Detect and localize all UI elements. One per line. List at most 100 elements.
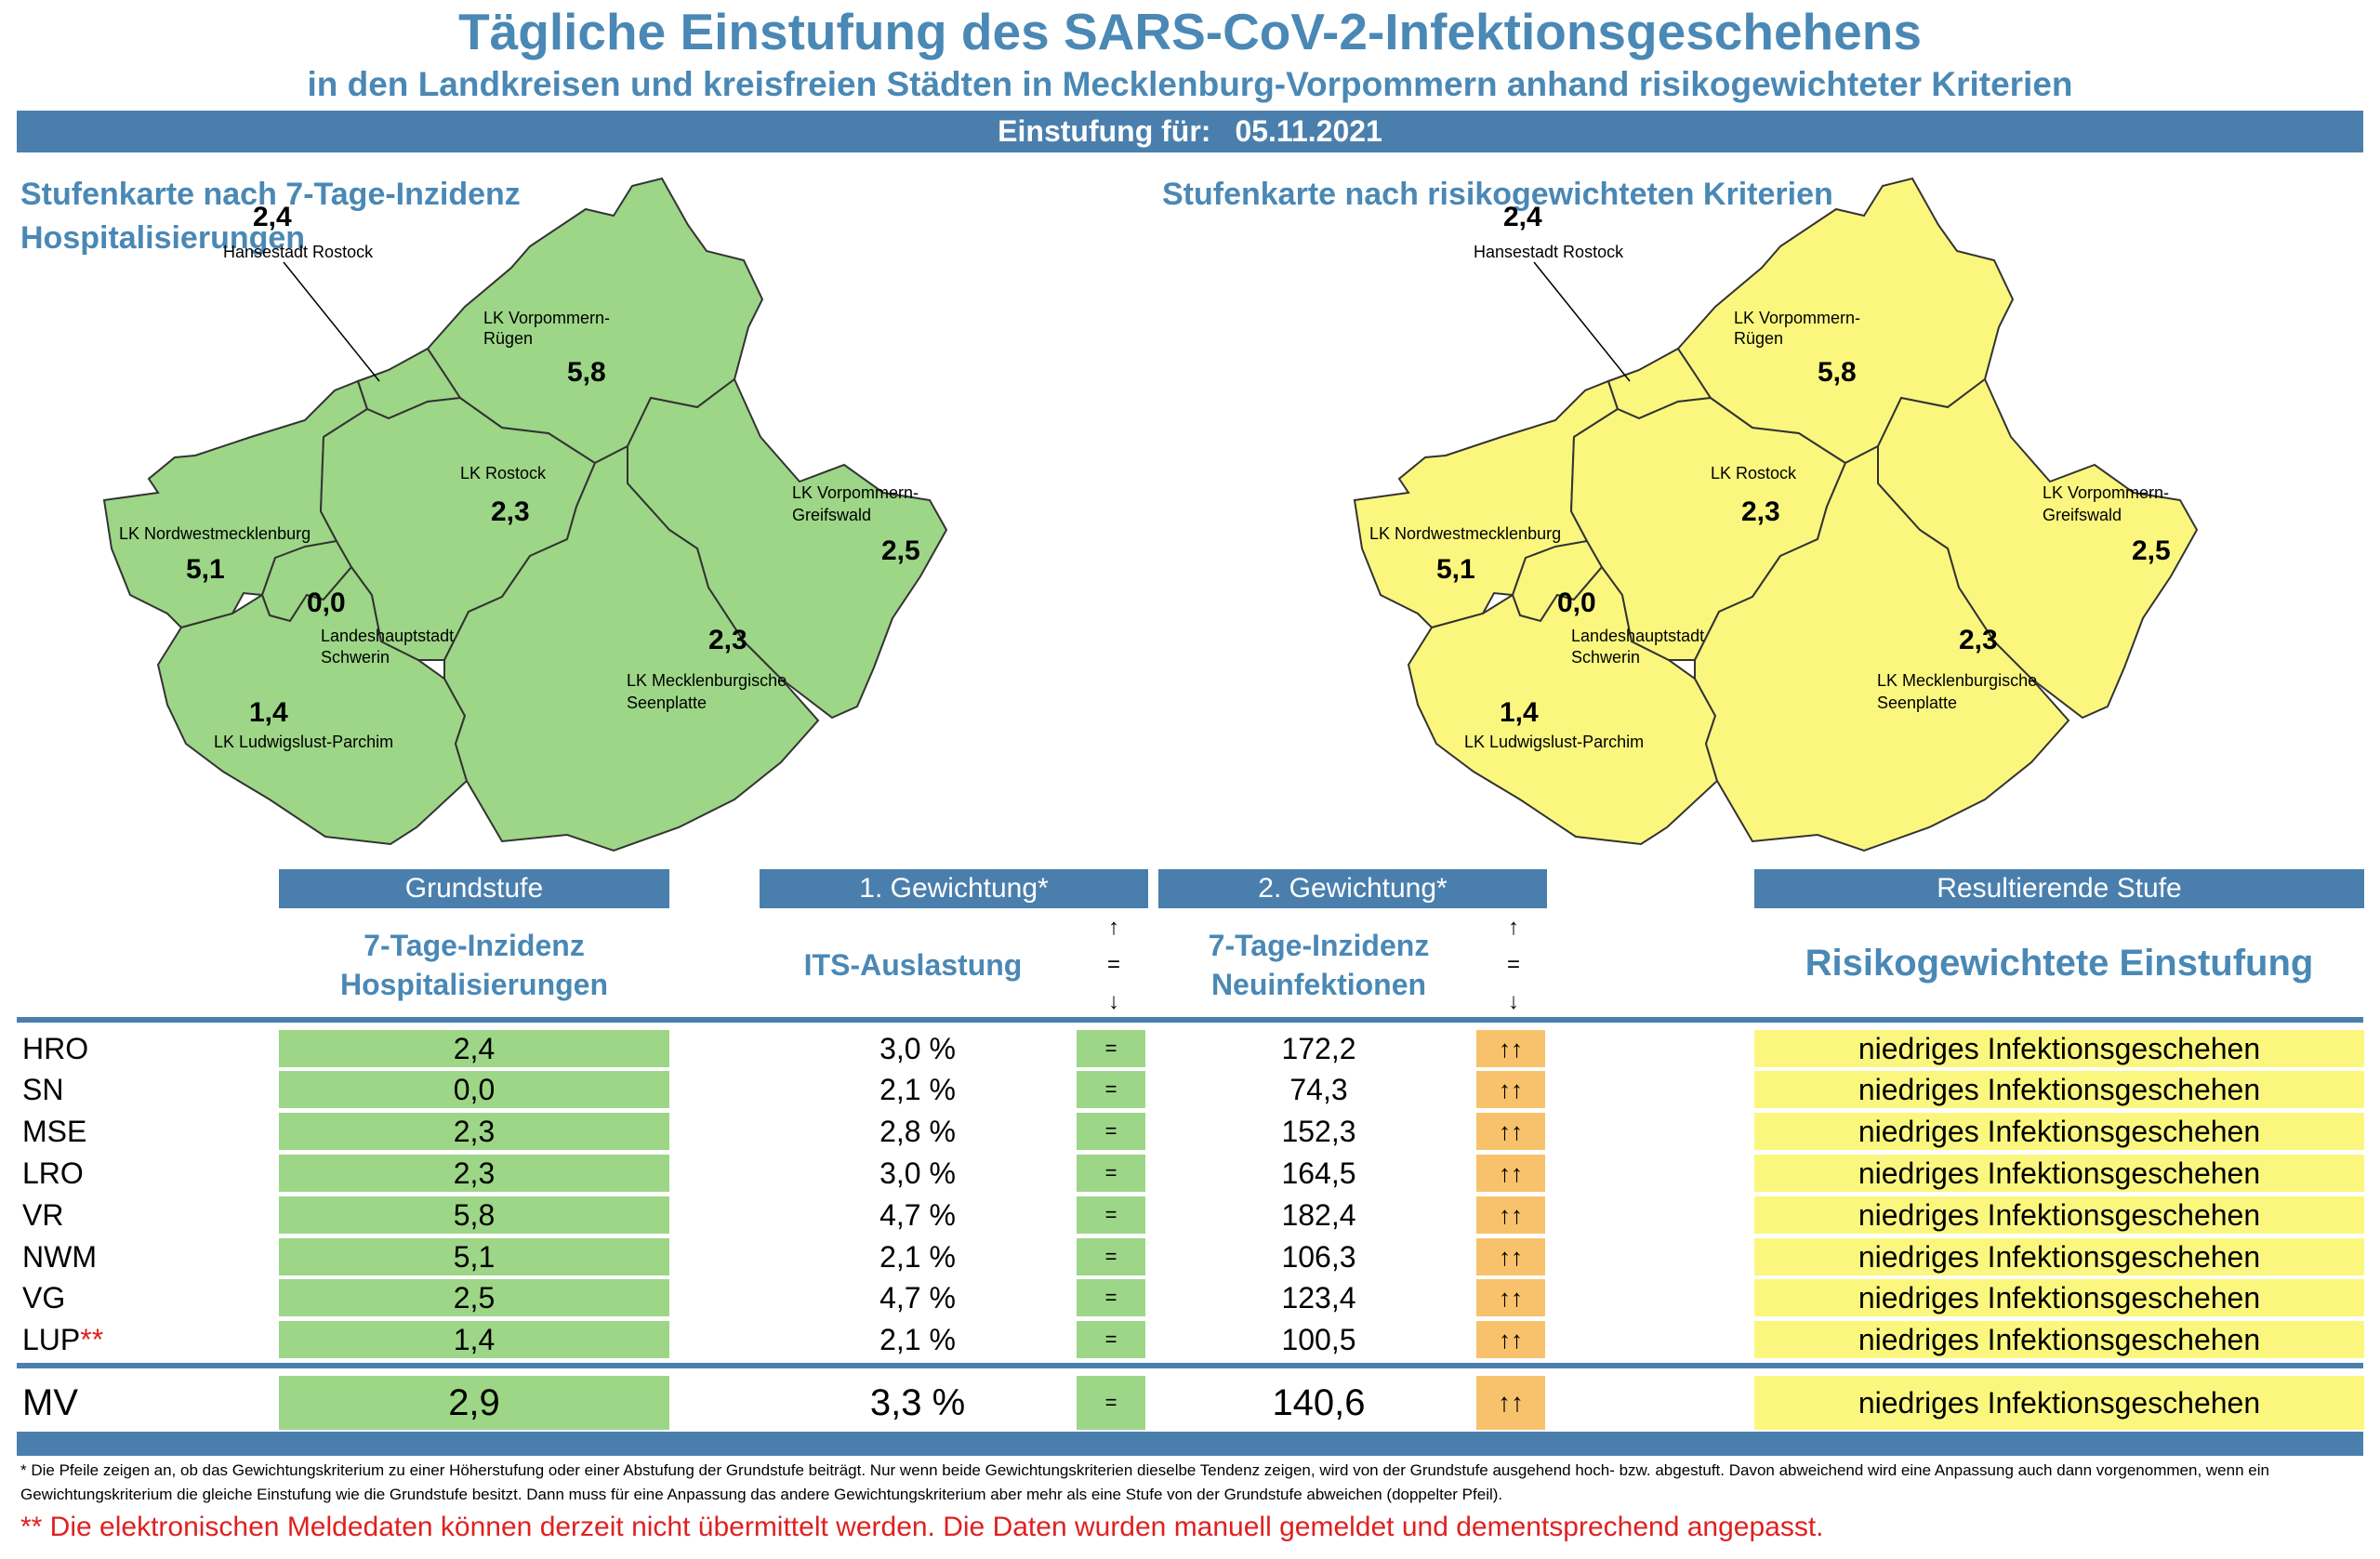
map-labels: 2,4 Hansestadt Rostock LK Vorpommern- Rügen…	[119, 202, 920, 751]
col-label-hosp-line2: Hospitalisierungen	[339, 968, 609, 1001]
cell-hosp: 5,1	[279, 1238, 669, 1275]
page-title: Tägliche Einstufung des SARS-CoV-2-Infek…	[458, 3, 1922, 60]
cell-hosp: 0,0	[279, 1071, 669, 1108]
district-mse	[443, 444, 820, 852]
sn-label-1: Landeshauptstadt	[1571, 627, 1704, 645]
cell-its: 3,0 %	[879, 1031, 956, 1065]
row-name-text: SN	[22, 1072, 64, 1106]
map-right-title-line1: Stufenkarte nach risikogewichteten Krite…	[1162, 177, 1833, 212]
sn-value: 0,0	[1557, 588, 1596, 618]
row-name: SN	[22, 1071, 208, 1108]
cell-inz-trend: ↑↑	[1476, 1113, 1545, 1150]
cell-its: 3,3 %	[869, 1381, 966, 1423]
row-name: LRO	[22, 1155, 208, 1192]
map-right-title: Stufenkarte nach risikogewichteten Krite…	[1162, 173, 1833, 217]
table-separator-top	[17, 1017, 2363, 1023]
col-label-its: ITS-Auslastung	[803, 948, 1023, 982]
mse-value: 2,3	[1959, 625, 1998, 655]
table-row: LUP ** 1,4 2,1 % = 100,5 ↑↑ niedriges Infektion…	[0, 1321, 2380, 1358]
date-label: Einstufung für:	[998, 114, 1211, 148]
lup-label: LK Ludwigslust-Parchim	[1464, 733, 1644, 751]
sn-label-1: Landeshauptstadt	[321, 627, 454, 645]
map-hospitalisierung: 2,4 Hansestadt Rostock LK Vorpommern- Rügen…	[102, 177, 948, 852]
map-labels: 2,4 Hansestadt Rostock LK Vorpommern- Rügen…	[1369, 202, 2171, 751]
vg-label-1: LK Vorpommern-	[792, 483, 919, 502]
mse-label-1: LK Mecklenburgische	[1877, 671, 2037, 690]
map-left-title-line1: Stufenkarte nach 7-Tage-Inzidenz	[20, 177, 521, 212]
lro-label: LK Rostock	[1711, 464, 1797, 482]
cell-its-trend: =	[1077, 1238, 1145, 1275]
inz-arrow-legend: ↑ = ↓	[1495, 909, 1532, 1021]
row-name-text: VR	[22, 1197, 64, 1232]
vr-label-1: LK Vorpommern-	[483, 309, 610, 327]
sn-value: 0,0	[307, 588, 346, 618]
cell-hosp: 5,8	[279, 1196, 669, 1234]
mse-label-2: Seenplatte	[627, 694, 707, 712]
cell-inz: 182,4	[1281, 1197, 1356, 1232]
vr-label-1: LK Vorpommern-	[1734, 309, 1860, 327]
vg-value: 2,5	[881, 535, 920, 566]
hro-pointer-line	[283, 261, 380, 382]
district-vr	[426, 177, 764, 465]
hro-label: Hansestadt Rostock	[1474, 243, 1624, 261]
cell-result: niedriges Infektionsgeschehen	[1754, 1155, 2364, 1192]
row-name-text: MSE	[22, 1114, 87, 1148]
lup-label: LK Ludwigslust-Parchim	[214, 733, 393, 751]
cell-hosp: 2,3	[279, 1155, 669, 1192]
footnote-manual-data: ** Die elektronischen Meldedaten können …	[20, 1512, 1824, 1542]
cell-its-trend: =	[1077, 1071, 1145, 1108]
row-name: VG	[22, 1279, 208, 1316]
sn-label-2: Schwerin	[321, 648, 390, 667]
cell-its: 2,1 %	[879, 1072, 956, 1106]
lro-label: LK Rostock	[460, 464, 547, 482]
cell-its: 2,8 %	[879, 1114, 956, 1148]
cell-its: 3,0 %	[879, 1156, 956, 1190]
row-name: VR	[22, 1196, 208, 1234]
nwm-value: 5,1	[186, 554, 225, 585]
table-separator-total	[17, 1363, 2363, 1368]
table-row: NWM 5,1 2,1 % = 106,3 ↑↑ niedriges Infektionsg…	[0, 1238, 2380, 1275]
row-name: MV	[22, 1381, 78, 1423]
cell-hosp: 2,5	[279, 1279, 669, 1316]
nwm-value: 5,1	[1436, 554, 1475, 585]
its-arrow-legend: ↑ = ↓	[1095, 909, 1132, 1021]
table-row-total: MV 2,9 3,3 % = 140,6 ↑↑ niedriges Infekt…	[0, 1376, 2380, 1430]
map-shapes	[1353, 177, 2199, 852]
vg-label-2: Greifswald	[2043, 506, 2122, 524]
table-row: MSE 2,3 2,8 % = 152,3 ↑↑ niedriges Infektionsg…	[0, 1113, 2380, 1150]
cell-its: 4,7 %	[879, 1197, 956, 1232]
cell-inz: 106,3	[1281, 1239, 1356, 1274]
col-label-inz-line1: 7-Tage-Inzidenz	[1208, 929, 1430, 962]
col-label-result: Risikogewichtete Einstufung	[1805, 943, 2314, 984]
col-label-inz: 7-Tage-Inzidenz Neuinfektionen	[1158, 926, 1479, 1004]
lro-value: 2,3	[491, 496, 530, 527]
arrow-up-icon: ↑	[1108, 915, 1119, 940]
row-name: NWM	[22, 1238, 208, 1275]
cell-result: niedriges Infektionsgeschehen	[1754, 1238, 2364, 1275]
cell-its: 2,1 %	[879, 1322, 956, 1356]
vr-value: 5,8	[1818, 357, 1857, 388]
arrow-down-icon: ↓	[1108, 989, 1119, 1014]
lup-value: 1,4	[1500, 697, 1539, 728]
cell-inz-trend: ↑↑	[1476, 1321, 1545, 1358]
cell-inz-trend: ↑↑	[1476, 1155, 1545, 1192]
cell-hosp: 1,4	[279, 1321, 669, 1358]
cell-hosp: 2,4	[279, 1030, 669, 1067]
lup-value: 1,4	[249, 697, 288, 728]
header-resultierend: Resultierende Stufe	[1754, 869, 2364, 908]
district-vr	[1676, 177, 2015, 465]
cell-inz-trend: ↑↑	[1476, 1238, 1545, 1275]
hro-label: Hansestadt Rostock	[223, 243, 374, 261]
row-name-text: VG	[22, 1280, 66, 1315]
cell-its-trend: =	[1077, 1321, 1145, 1358]
map-left-title: Stufenkarte nach 7-Tage-Inzidenz Hospita…	[20, 173, 521, 260]
cell-inz-trend: ↑↑	[1476, 1071, 1545, 1108]
cell-inz: 140,6	[1272, 1381, 1366, 1423]
arrow-up-icon: ↑	[1508, 915, 1519, 940]
vg-value: 2,5	[2132, 535, 2171, 566]
lro-value: 2,3	[1741, 496, 1780, 527]
cell-inz: 172,2	[1281, 1031, 1356, 1065]
equal-icon: =	[1106, 952, 1120, 977]
table-row: VG 2,5 4,7 % = 123,4 ↑↑ niedriges Infektionsge…	[0, 1279, 2380, 1316]
cell-its-trend: =	[1077, 1113, 1145, 1150]
